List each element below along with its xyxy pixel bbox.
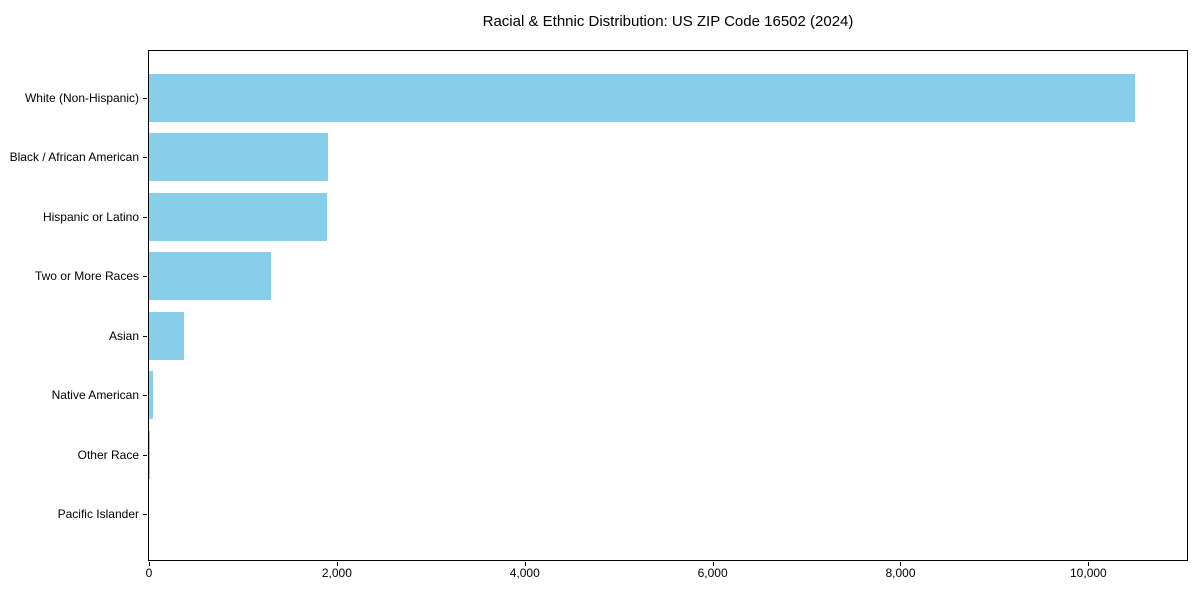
y-axis-label: White (Non-Hispanic) [24,90,139,105]
y-axis-tick [143,454,147,456]
y-axis-label: Native American [51,388,139,403]
bar [149,430,150,479]
x-axis-tick [524,562,526,566]
y-axis-label: Other Race [77,447,139,462]
y-axis-tick [143,276,147,278]
x-axis-tick-label: 0 [145,566,153,580]
x-axis-tick-label: 8,000 [885,566,916,580]
x-axis-tick [149,562,150,566]
y-axis-label: Hispanic or Latino [42,209,139,224]
y-axis-label: Pacific Islander [57,507,139,522]
bar [149,252,271,301]
x-axis-tick [336,562,338,566]
plot-area: White (Non-Hispanic) Black / African Amer… [10,50,1188,579]
x-axis-tick [1088,562,1090,566]
y-axis-tick [143,157,147,159]
bar [149,73,1136,122]
y-axis-label: Asian [108,328,139,343]
bar [149,371,153,420]
chart-title: Racial & Ethnic Distribution: US ZIP Cod… [482,13,854,30]
y-axis-tick [143,97,147,99]
x-axis-tick-label: 2,000 [321,566,352,580]
bar [149,192,327,241]
x-axis-tick [900,562,902,566]
y-axis-tick [143,395,147,397]
bar [149,133,329,182]
bar [149,311,184,360]
x-axis-tick [712,562,714,566]
y-axis-tick [143,335,147,337]
y-axis-label: Two or More Races [34,269,139,284]
y-axis-label: Black / African American [9,150,139,165]
x-axis-tick-label: 6,000 [697,566,728,580]
x-axis-tick-label: 10,000 [1070,566,1107,580]
x-axis-tick-label: 4,000 [509,566,540,580]
y-axis-tick [143,514,147,516]
y-axis-tick [143,216,147,218]
